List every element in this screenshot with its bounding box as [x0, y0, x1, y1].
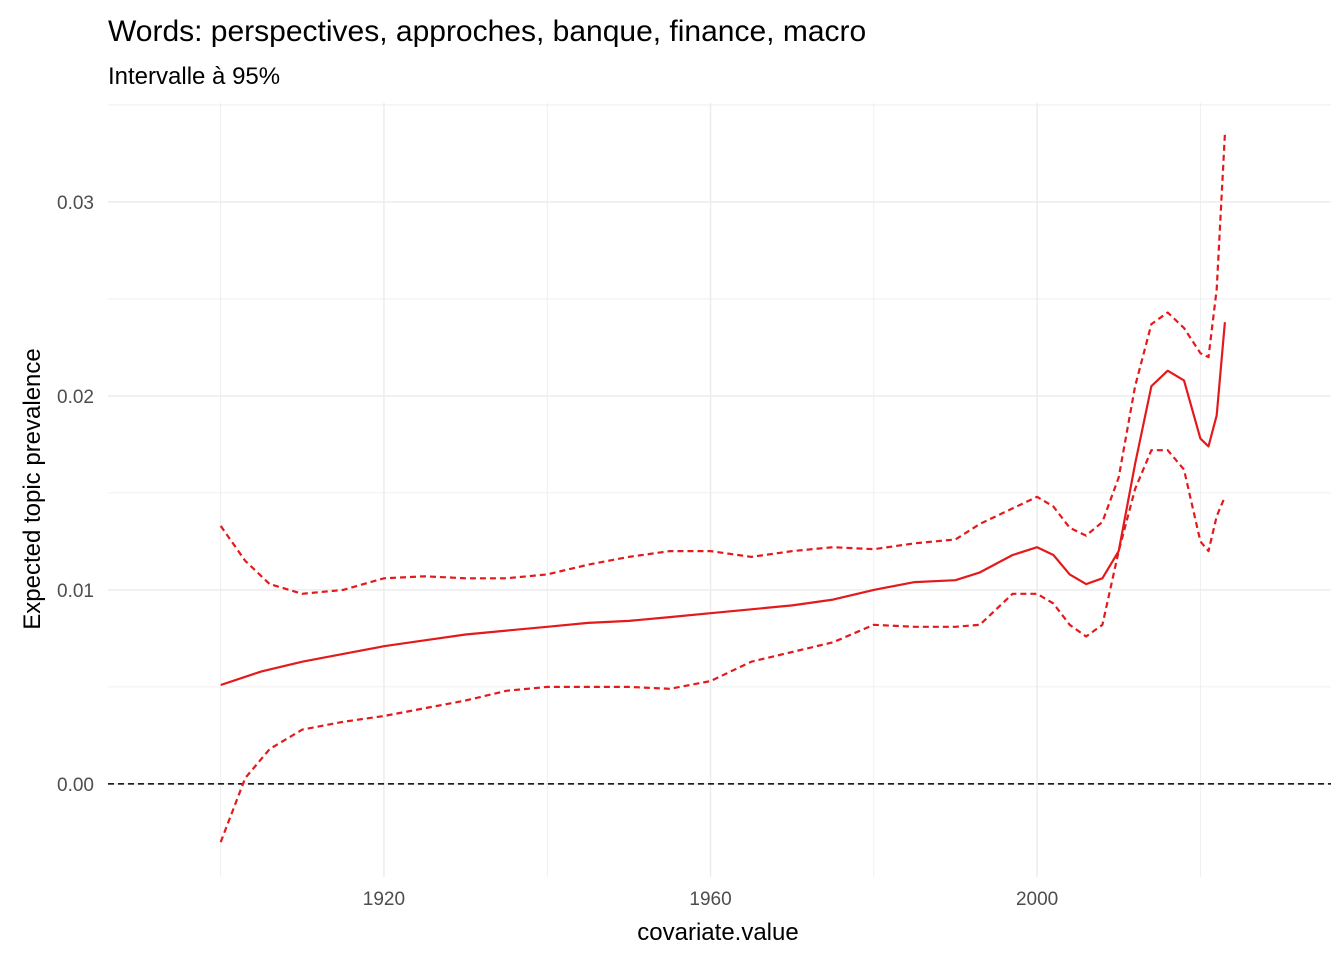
y-axis-ticks: 0.00 0.01 0.02 0.03 [57, 193, 94, 796]
grid [108, 103, 1331, 877]
x-tick-label: 1960 [689, 889, 731, 910]
series-line-estimate [220, 322, 1226, 687]
x-tick-label: 2000 [1016, 889, 1058, 910]
chart-title: Words: perspectives, approches, banque, … [108, 15, 866, 48]
series-group [219, 133, 1226, 843]
x-axis-ticks: 1920 1960 2000 [363, 889, 1058, 910]
y-axis-label: Expected topic prevalence [19, 348, 46, 630]
x-axis-label: covariate.value [637, 919, 798, 946]
series-line-lower-bound [219, 449, 1226, 843]
y-tick-label: 0.00 [57, 775, 94, 796]
y-tick-label: 0.02 [57, 387, 94, 408]
y-tick-label: 0.01 [57, 581, 94, 602]
chart-subtitle: Intervalle à 95% [108, 63, 280, 90]
series-line-upper-bound [219, 133, 1226, 595]
y-tick-label: 0.03 [57, 193, 94, 214]
x-tick-label: 1920 [363, 889, 405, 910]
